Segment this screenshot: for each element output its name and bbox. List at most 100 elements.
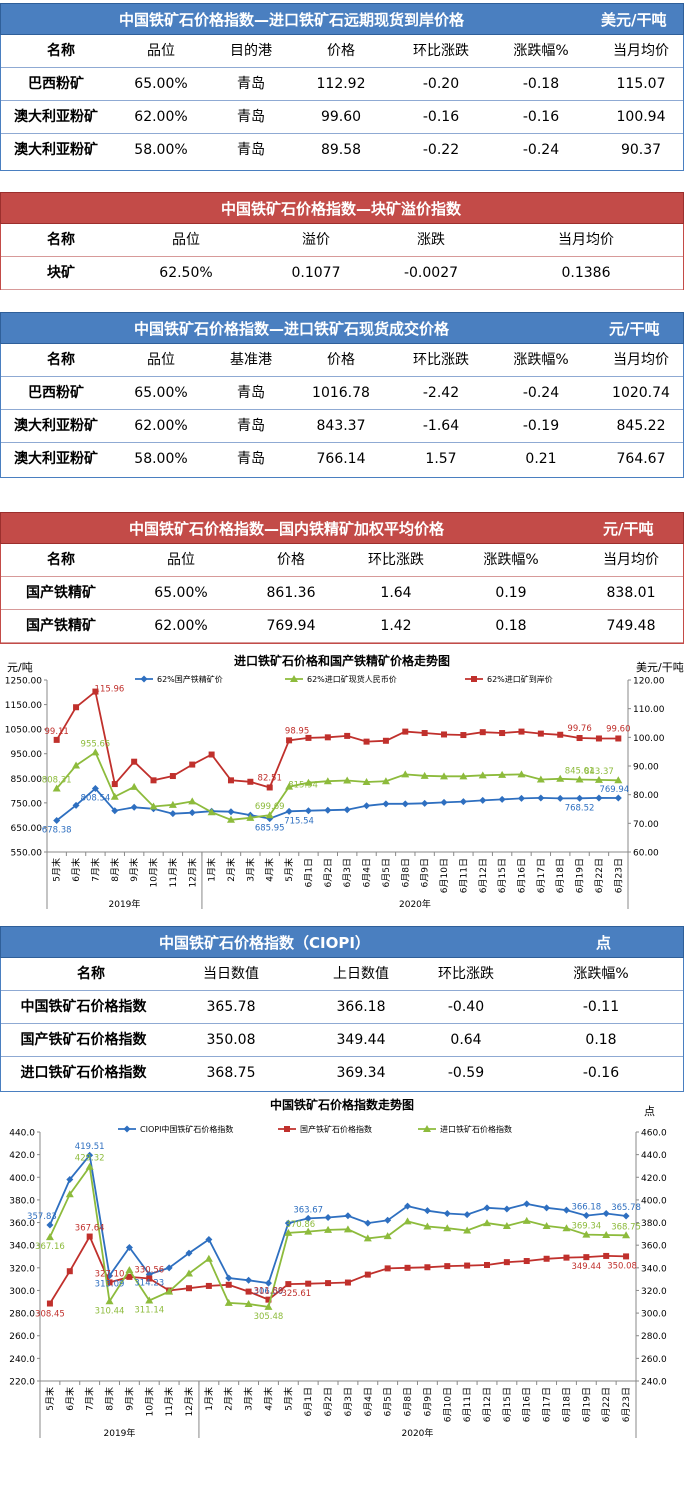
data-label: 98.95 <box>285 726 309 736</box>
section4-header: 中国铁矿石价格指数—国内铁精矿加权平均价格 元/干吨 <box>0 512 684 544</box>
data-point-marker <box>186 1285 192 1292</box>
column-header: 涨跌 <box>417 232 445 248</box>
grade-cell: 58.00% <box>134 142 188 158</box>
data-point-marker <box>562 1224 571 1232</box>
data-point-marker <box>557 731 564 738</box>
data-label: 99.76 <box>567 724 591 734</box>
data-point-marker <box>65 1190 74 1198</box>
y-tick-label-left: 340.0 <box>9 1242 35 1252</box>
data-point-marker <box>382 800 390 808</box>
x-tick-label: 6月12日 <box>478 858 489 893</box>
data-point-marker <box>205 1282 212 1289</box>
data-label: 305.48 <box>254 1312 284 1322</box>
data-point-marker <box>224 1298 233 1306</box>
data-label: 370.86 <box>285 1220 315 1230</box>
data-point-marker <box>91 784 99 792</box>
data-point-marker <box>542 1221 551 1229</box>
data-point-marker <box>343 806 351 814</box>
column-header: 价格 <box>327 43 355 59</box>
index-trend-chart: 中国铁矿石价格指数走势图点 440.0 420.0 400.0 380.0 360.0 34… <box>0 1096 684 1446</box>
y-tick-label-left: 420.0 <box>9 1151 35 1161</box>
data-point-marker <box>384 1216 392 1224</box>
data-point-marker <box>72 761 81 769</box>
y-tick-label-left: 260.0 <box>9 1332 35 1342</box>
data-point-marker <box>384 1265 391 1272</box>
data-point-marker <box>106 1279 113 1286</box>
row-name: 巴西粉矿 <box>28 76 84 92</box>
pct-cell: 0.21 <box>525 451 557 467</box>
data-point-marker <box>556 774 565 782</box>
column-header: 品位 <box>147 43 175 59</box>
y-tick-label-right: 100.00 <box>633 734 665 744</box>
data-point-marker <box>86 1233 93 1240</box>
data-point-marker <box>73 704 80 711</box>
y-tick-label-right: 440.0 <box>641 1151 667 1161</box>
y-tick-label-right: 300.0 <box>641 1310 667 1320</box>
data-point-marker <box>479 796 487 804</box>
data-label: 419.51 <box>75 1142 105 1152</box>
data-point-marker <box>245 1276 253 1284</box>
y-tick-label-right: 120.00 <box>633 677 665 687</box>
column-header: 上日数值 <box>333 966 389 982</box>
change-cell: -0.16 <box>422 109 460 125</box>
data-point-marker <box>583 1254 590 1261</box>
y-tick-label-right: 400.0 <box>641 1196 667 1206</box>
data-point-marker <box>246 813 255 821</box>
data-point-marker <box>245 1288 252 1295</box>
premium-cell: 0.1077 <box>291 265 341 281</box>
data-label: 349.44 <box>571 1262 601 1272</box>
change-cell: 1.64 <box>380 585 412 601</box>
x-tick-label: 6月22日 <box>594 858 605 893</box>
grade-cell: 58.00% <box>134 451 188 467</box>
avg-cell: 0.1386 <box>561 265 611 281</box>
data-label: 845.01 <box>565 767 595 777</box>
data-point-marker <box>110 792 119 800</box>
change-cell: 0.64 <box>450 1032 482 1048</box>
y-tick-label-right: 90.00 <box>633 763 659 773</box>
data-point-marker <box>582 1230 591 1238</box>
x-tick-label: 6月3日 <box>343 1387 354 1416</box>
column-header: 当月均价 <box>613 43 669 59</box>
x-tick-label: 6月18日 <box>561 1387 572 1422</box>
y-tick-label-right: 460.0 <box>641 1129 667 1139</box>
data-point-marker <box>518 728 525 735</box>
data-label: 808.54 <box>81 793 111 803</box>
change-cell: -0.20 <box>422 76 460 92</box>
data-point-marker <box>503 1205 511 1213</box>
data-point-marker <box>285 807 293 815</box>
data-point-marker <box>471 676 477 682</box>
pct-cell: -0.19 <box>522 418 560 434</box>
legend-label: 国产铁矿石价格指数 <box>300 1124 372 1134</box>
y-tick-label-left: 300.0 <box>9 1287 35 1297</box>
pct-cell: -0.24 <box>522 142 560 158</box>
x-tick-label: 5月末 <box>283 858 295 882</box>
x-tick-label: 8月末 <box>109 858 121 882</box>
data-point-marker <box>562 1206 570 1214</box>
y-tick-label-left: 1150.00 <box>5 701 42 711</box>
year-label: 2020年 <box>402 1427 434 1439</box>
column-header: 价格 <box>327 352 355 368</box>
data-point-marker <box>441 731 448 738</box>
data-point-marker <box>576 794 584 802</box>
legend-label: 62%进口矿到岸价 <box>487 674 553 684</box>
data-point-marker <box>131 758 138 765</box>
x-tick-label: 12月末 <box>183 1387 195 1416</box>
data-point-marker <box>146 1275 153 1282</box>
row-name: 国产铁矿石价格指数 <box>20 1032 147 1048</box>
data-label: 368.75 <box>611 1222 641 1232</box>
today-cell: 365.78 <box>206 999 256 1015</box>
x-tick-label: 9月末 <box>123 1387 135 1411</box>
data-point-marker <box>502 1221 511 1229</box>
legend-label: CIOPI中国铁矿石价格指数 <box>140 1124 233 1134</box>
data-label: 955.65 <box>81 739 111 749</box>
x-tick-label: 6月23日 <box>621 1387 632 1422</box>
row-name: 进口铁矿石价格指数 <box>20 1065 147 1081</box>
data-label: 363.67 <box>293 1205 323 1215</box>
data-point-marker <box>226 815 235 823</box>
data-point-marker <box>595 735 602 742</box>
legend-label: 62%国产铁精矿价 <box>157 674 223 684</box>
chart-title: 中国铁矿石价格指数走势图 <box>270 1097 414 1112</box>
left-axis-label: 元/吨 <box>7 661 33 674</box>
y-tick-label-right: 110.00 <box>633 705 665 715</box>
series-line <box>49 1153 627 1285</box>
